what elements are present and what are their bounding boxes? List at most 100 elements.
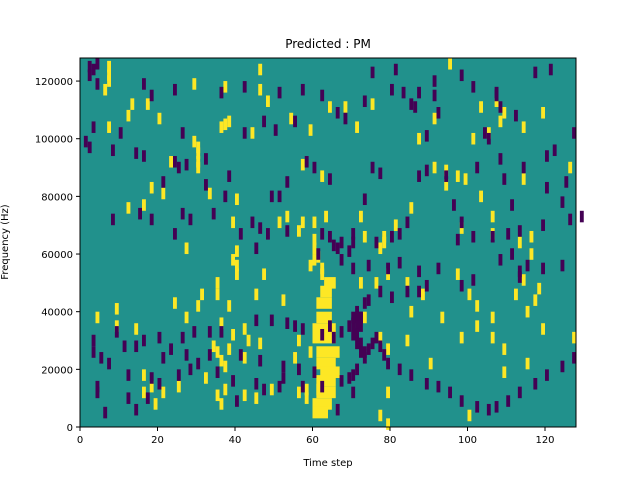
heatmap-cell-high <box>258 337 263 350</box>
heatmap-cell-high <box>173 297 177 309</box>
heatmap-cell-low <box>281 372 286 384</box>
heatmap-cell-low <box>548 63 553 76</box>
heatmap-cell-high <box>312 254 317 266</box>
heatmap-cell-high <box>192 135 197 148</box>
x-axis-ticks: 0 20 40 60 80 100 120 <box>77 427 555 446</box>
heatmap-cell-low <box>459 69 464 82</box>
heatmap-cell-low <box>510 199 514 211</box>
heatmap-cell-low <box>184 158 189 171</box>
heatmap-cell-low <box>161 176 166 188</box>
heatmap-cell-low <box>579 210 584 223</box>
heatmap-cell-low <box>409 369 414 381</box>
heatmap-cell-low <box>176 161 181 174</box>
heatmap-cell-low <box>517 271 522 283</box>
heatmap-cell-high <box>196 147 201 159</box>
heatmap-cell-low <box>498 101 503 113</box>
heatmap-cell-low <box>362 193 367 206</box>
heatmap-cell-low <box>432 75 437 87</box>
heatmap-cell-high <box>281 294 286 306</box>
heatmap-cell-low <box>370 66 375 79</box>
heatmap-cell-high <box>386 418 390 430</box>
heatmap-cell-high <box>235 259 239 272</box>
heatmap-cell-high <box>269 383 274 396</box>
heatmap-cell-high <box>227 300 232 312</box>
plot-frame <box>79 57 577 428</box>
heatmap-cell-low <box>475 401 480 413</box>
heatmap-cell-low <box>300 83 305 96</box>
heatmap-cell-low <box>300 323 305 335</box>
heatmap-cell-high <box>293 352 297 364</box>
heatmap-cell-high <box>370 98 375 110</box>
heatmap-cell-low <box>149 372 154 384</box>
heatmap-cell-high <box>107 60 111 73</box>
heatmap-cell-low <box>111 144 115 157</box>
heatmap-cell-low <box>91 63 96 76</box>
heatmap-cell-low <box>304 156 309 168</box>
heatmap-cell-high <box>235 245 239 257</box>
heatmap-cell-high <box>149 380 154 393</box>
heatmap-cell-high <box>475 300 480 312</box>
heatmap-cell-low <box>533 377 538 390</box>
heatmap-cell-low <box>235 395 239 407</box>
y-tick-label: 120000 <box>35 77 73 88</box>
heatmap-cell-high <box>459 331 464 344</box>
x-tick-label: 0 <box>77 435 83 446</box>
heatmap-cell-low <box>95 78 100 90</box>
heatmap-cell-high <box>242 389 247 402</box>
heatmap-cell-low <box>339 236 344 249</box>
heatmap-cell-low <box>281 360 286 373</box>
heatmap-cell-high <box>421 288 425 301</box>
heatmap-cell-low <box>390 83 394 96</box>
heatmap-cell-high <box>378 242 383 255</box>
heatmap-cell-low <box>258 354 263 367</box>
heatmap-cell-high <box>572 331 576 344</box>
heatmap-cell-low <box>339 254 344 266</box>
heatmap-cell-high <box>312 398 332 410</box>
heatmap-cell-low <box>293 115 297 128</box>
heatmap-cell-low <box>417 86 421 99</box>
heatmap-cell-low <box>386 262 390 275</box>
chart-title: Predicted : PM <box>285 37 371 51</box>
heatmap-cell-low <box>258 222 263 234</box>
heatmap-cell-high <box>304 392 309 404</box>
heatmap-cell-low <box>545 150 549 162</box>
heatmap-cell-low <box>471 274 476 286</box>
heatmap-cell-low <box>219 326 224 338</box>
heatmap-cell-low <box>266 228 270 240</box>
heatmap-cell-low <box>378 340 383 353</box>
heatmap-cell-high <box>142 199 146 211</box>
heatmap-cell-high <box>246 334 251 347</box>
heatmap-cell-low <box>320 328 325 341</box>
heatmap-cell-low <box>486 403 491 416</box>
heatmap-cell-low <box>293 320 297 332</box>
heatmap-cell-low <box>424 130 429 142</box>
heatmap-cell-high <box>475 320 480 332</box>
heatmap-cell-low <box>285 225 290 237</box>
heatmap-cell-low <box>494 401 499 413</box>
heatmap-cell-low <box>285 176 290 188</box>
heatmap-cell-high <box>359 210 363 223</box>
heatmap-cell-low <box>285 317 290 329</box>
heatmap-cell-high <box>417 132 421 145</box>
heatmap-cell-high <box>359 277 363 289</box>
heatmap-cell-low <box>111 213 115 226</box>
heatmap-cell-low <box>173 156 177 168</box>
heatmap-cell-high <box>107 121 111 133</box>
heatmap-cell-high <box>320 268 325 280</box>
heatmap-cell-high <box>316 357 336 370</box>
heatmap-cell-high <box>196 161 201 174</box>
heatmap-cell-low <box>107 357 111 370</box>
heatmap-cell-high <box>479 101 483 113</box>
heatmap-cell-high <box>328 101 332 113</box>
heatmap-cell-low <box>448 386 452 399</box>
heatmap-cell-high <box>126 109 131 122</box>
heatmap-cell-high <box>192 78 197 90</box>
y-tick-label: 0 <box>67 423 73 434</box>
heatmap-cell-high <box>285 210 290 223</box>
heatmap-cell-high <box>289 112 294 125</box>
heatmap-cell-high <box>145 98 150 110</box>
heatmap-cell-high <box>258 83 263 96</box>
heatmap-cell-high <box>200 288 204 301</box>
heatmap-cell-high <box>568 161 573 174</box>
